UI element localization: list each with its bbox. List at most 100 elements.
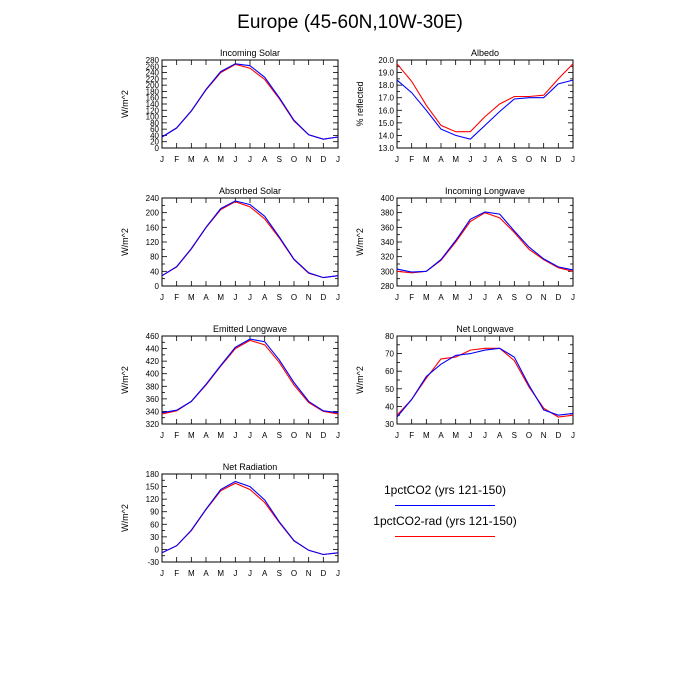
x-tick-label: J (571, 155, 575, 164)
x-tick-label: J (483, 155, 487, 164)
x-tick-label: S (512, 155, 517, 164)
x-tick-label: J (395, 293, 399, 302)
y-tick-label: 380 (146, 382, 160, 391)
y-tick-label: 20.0 (378, 56, 394, 65)
series-line-1pctco2 (396, 347, 574, 418)
x-tick-label: A (203, 155, 209, 164)
y-tick-label: 0 (155, 282, 160, 291)
x-tick-label: M (423, 431, 430, 440)
x-tick-label: N (306, 569, 312, 578)
y-tick-label: 280 (146, 56, 160, 65)
plot-frame (161, 197, 339, 287)
y-tick-label: 20 (150, 138, 159, 147)
series-line-1pctco2 (161, 480, 339, 556)
y-tick-label: 380 (381, 209, 395, 218)
x-tick-label: F (409, 293, 414, 302)
x-tick-label: S (512, 293, 517, 302)
x-tick-label: F (409, 155, 414, 164)
y-axis-label: W/m^2 (355, 228, 365, 256)
x-tick-label: F (174, 155, 179, 164)
x-tick-label: M (188, 431, 195, 440)
y-tick-label: 240 (146, 69, 160, 78)
x-tick-label: N (306, 155, 312, 164)
y-tick-label: 120 (146, 495, 160, 504)
x-tick-label: J (483, 431, 487, 440)
series-line-1pctco2-rad (396, 347, 574, 418)
y-axis-label: W/m^2 (120, 366, 130, 394)
series-line-1pctco2-rad (396, 212, 574, 274)
y-tick-label: 15.0 (378, 119, 394, 128)
y-tick-label: 160 (146, 223, 160, 232)
x-tick-label: M (452, 431, 459, 440)
chart-title: Net Longwave (456, 324, 514, 334)
page-title: Europe (45-60N,10W-30E) (237, 12, 463, 33)
legend-label-1pctco2-rad: 1pctCO2-rad (yrs 121-150) (373, 514, 517, 528)
x-tick-label: J (395, 155, 399, 164)
x-tick-label: J (248, 431, 252, 440)
x-tick-label: A (497, 431, 503, 440)
series-line-1pctco2-rad (161, 63, 339, 140)
y-tick-label: 200 (146, 209, 160, 218)
y-tick-label: -30 (147, 558, 159, 567)
series-line-1pctco2 (161, 338, 339, 414)
y-tick-label: 0 (155, 545, 160, 554)
x-tick-label: D (555, 293, 561, 302)
x-tick-label: S (277, 293, 282, 302)
chart-title: Albedo (471, 48, 499, 58)
x-tick-label: D (320, 293, 326, 302)
x-tick-label: M (423, 293, 430, 302)
x-tick-label: D (320, 569, 326, 578)
x-tick-label: J (160, 569, 164, 578)
x-tick-label: J (248, 569, 252, 578)
x-tick-label: J (336, 155, 340, 164)
x-tick-label: M (188, 293, 195, 302)
x-tick-label: D (320, 431, 326, 440)
y-tick-label: 360 (146, 395, 160, 404)
x-tick-label: M (217, 155, 224, 164)
y-tick-label: 220 (146, 75, 160, 84)
x-tick-label: A (497, 293, 503, 302)
series-line-1pctco2 (161, 63, 339, 140)
y-tick-label: 16.0 (378, 106, 394, 115)
x-tick-label: O (526, 293, 532, 302)
y-axis-label: W/m^2 (120, 90, 130, 118)
y-tick-label: 460 (146, 332, 160, 341)
x-tick-label: N (306, 293, 312, 302)
y-tick-label: 180 (146, 87, 160, 96)
y-tick-label: 160 (146, 94, 160, 103)
legend-line-1pctco2 (395, 505, 495, 506)
y-tick-label: 150 (146, 483, 160, 492)
y-axis-label: W/m^2 (120, 228, 130, 256)
y-tick-label: 90 (150, 508, 159, 517)
series-line-1pctco2 (161, 200, 339, 279)
y-tick-label: 120 (146, 106, 160, 115)
x-tick-label: M (188, 569, 195, 578)
x-tick-label: J (336, 569, 340, 578)
x-tick-label: S (277, 431, 282, 440)
x-tick-label: F (174, 293, 179, 302)
plot-frame (161, 335, 339, 425)
series-line-1pctco2-rad (396, 63, 574, 133)
series-line-1pctco2-rad (161, 201, 339, 279)
x-tick-label: J (571, 431, 575, 440)
x-tick-label: J (468, 293, 472, 302)
x-tick-label: A (203, 569, 209, 578)
y-tick-label: 60 (385, 367, 394, 376)
y-tick-label: 80 (150, 253, 159, 262)
chart-albedo: Albedo % reflected 13.0 14.0 15.0 16.0 17.0 18.… (355, 48, 575, 164)
x-tick-label: J (483, 293, 487, 302)
y-tick-label: 300 (381, 267, 395, 276)
x-tick-label: J (395, 431, 399, 440)
plot-frame (396, 59, 574, 149)
x-tick-label: A (497, 155, 503, 164)
y-tick-label: 50 (385, 385, 394, 394)
y-tick-label: 280 (381, 282, 395, 291)
x-tick-label: O (291, 293, 297, 302)
x-tick-label: O (526, 155, 532, 164)
x-tick-label: A (262, 155, 268, 164)
y-tick-label: 70 (385, 350, 394, 359)
y-tick-label: 320 (146, 420, 160, 429)
x-tick-label: D (555, 155, 561, 164)
